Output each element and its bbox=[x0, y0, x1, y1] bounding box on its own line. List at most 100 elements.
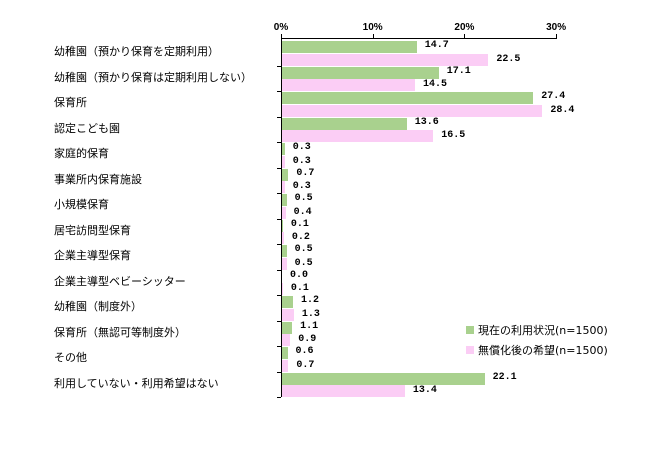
data-label: 0.5 bbox=[294, 244, 313, 255]
y-tick-mark bbox=[277, 66, 281, 67]
data-label: 16.5 bbox=[441, 130, 466, 141]
category-label: 事業所内保育施設 bbox=[54, 172, 142, 186]
bar-current bbox=[282, 347, 288, 359]
data-label: 0.1 bbox=[290, 218, 309, 230]
bar-hope bbox=[282, 334, 291, 346]
bar-hope bbox=[282, 155, 285, 168]
bar-current bbox=[282, 92, 534, 104]
bar-hope bbox=[282, 232, 284, 244]
bar-current bbox=[282, 143, 285, 155]
data-label: 0.7 bbox=[296, 359, 315, 371]
bar-hope bbox=[282, 53, 489, 66]
y-tick-mark bbox=[277, 270, 281, 271]
category-label: 家庭的保育 bbox=[54, 147, 109, 160]
bar-hope bbox=[282, 206, 286, 219]
legend-label-current: 現在の利用状況(n=1500) bbox=[478, 324, 608, 337]
bar-hope bbox=[282, 104, 543, 117]
bar-current bbox=[282, 219, 283, 232]
y-tick-mark bbox=[277, 295, 281, 296]
data-label: 0.6 bbox=[295, 346, 314, 357]
data-label: 22.5 bbox=[496, 53, 521, 65]
bar-current bbox=[282, 168, 289, 181]
data-label: 22.1 bbox=[492, 371, 517, 383]
data-label: 27.4 bbox=[541, 91, 566, 102]
data-label: 0.5 bbox=[294, 257, 313, 269]
legend-label-hope: 無償化後の希望(n=1500) bbox=[478, 344, 608, 357]
category-label: 企業主導型保育 bbox=[54, 249, 131, 262]
category-label: 居宅訪問型保育 bbox=[54, 223, 131, 237]
bar-hope bbox=[282, 283, 283, 295]
bar-current bbox=[282, 372, 485, 385]
bar-hope bbox=[282, 385, 405, 397]
bar-current bbox=[282, 66, 439, 79]
x-tick-label: 30% bbox=[546, 22, 567, 33]
data-label: 13.4 bbox=[412, 385, 437, 396]
x-axis-line bbox=[281, 38, 557, 39]
data-label: 0.2 bbox=[291, 232, 310, 243]
x-tick-mark bbox=[373, 34, 374, 38]
data-label: 1.1 bbox=[300, 320, 319, 332]
bar-current bbox=[282, 296, 293, 308]
data-label: 1.3 bbox=[301, 308, 320, 320]
y-axis-line bbox=[281, 38, 282, 397]
y-tick-mark bbox=[277, 142, 281, 143]
data-label: 0.3 bbox=[292, 155, 311, 167]
y-tick-mark bbox=[277, 91, 281, 92]
legend: 現在の利用状況(n=1500) 無償化後の希望(n=1500) bbox=[466, 320, 608, 360]
bar-current bbox=[282, 194, 287, 206]
category-label: その他 bbox=[54, 351, 87, 364]
legend-swatch-current bbox=[466, 326, 474, 334]
category-label: 小規模保育 bbox=[54, 198, 109, 211]
data-label: 14.7 bbox=[424, 40, 449, 51]
y-tick-mark bbox=[277, 244, 281, 245]
category-label: 幼稚園（預かり保育を定期利用） bbox=[54, 45, 219, 58]
x-tick-label: 10% bbox=[362, 22, 383, 33]
bar-current bbox=[282, 321, 293, 334]
y-tick-mark bbox=[277, 117, 281, 118]
bar-hope bbox=[282, 181, 285, 193]
data-label: 0.7 bbox=[296, 167, 315, 179]
data-label: 13.6 bbox=[414, 116, 439, 128]
data-label: 0.0 bbox=[290, 269, 309, 281]
category-label: 保育所 bbox=[54, 96, 87, 109]
y-tick-mark bbox=[277, 321, 281, 322]
bar-current bbox=[282, 117, 407, 130]
data-label: 0.9 bbox=[298, 334, 317, 345]
bar-hope bbox=[282, 130, 434, 142]
y-tick-mark bbox=[277, 397, 281, 398]
bar-hope bbox=[282, 359, 289, 372]
category-label: 利用していない・利用希望はない bbox=[54, 376, 219, 390]
data-label: 0.1 bbox=[290, 283, 309, 294]
category-label: 企業主導型ベビーシッター bbox=[54, 274, 186, 288]
bar-current bbox=[282, 41, 417, 53]
legend-item-current: 現在の利用状況(n=1500) bbox=[466, 320, 608, 340]
y-tick-mark bbox=[277, 346, 281, 347]
data-label: 0.5 bbox=[294, 193, 313, 204]
x-tick-mark bbox=[281, 34, 282, 38]
data-label: 14.5 bbox=[422, 79, 447, 90]
legend-swatch-hope bbox=[466, 346, 474, 354]
data-label: 0.3 bbox=[292, 142, 311, 153]
data-label: 17.1 bbox=[446, 65, 471, 77]
x-tick-mark bbox=[556, 34, 557, 38]
y-tick-mark bbox=[277, 193, 281, 194]
data-label: 0.3 bbox=[292, 181, 311, 192]
bar-hope bbox=[282, 79, 415, 91]
x-tick-mark bbox=[464, 34, 465, 38]
bar-hope bbox=[282, 257, 287, 270]
data-label: 1.2 bbox=[301, 295, 320, 306]
category-label: 幼稚園（預かり保育は定期利用しない） bbox=[54, 70, 252, 84]
legend-item-hope: 無償化後の希望(n=1500) bbox=[466, 340, 608, 360]
x-tick-label: 20% bbox=[454, 22, 475, 33]
category-label: 認定こども園 bbox=[54, 121, 120, 135]
y-tick-mark bbox=[277, 372, 281, 373]
data-label: 28.4 bbox=[550, 104, 575, 116]
bar-hope bbox=[282, 308, 294, 321]
category-label: 幼稚園（制度外） bbox=[54, 300, 142, 313]
y-tick-mark bbox=[277, 168, 281, 169]
y-tick-mark bbox=[277, 219, 281, 220]
bar-current bbox=[282, 245, 287, 257]
x-tick-label: 0% bbox=[273, 22, 289, 33]
category-label: 保育所（無認可等制度外） bbox=[54, 325, 186, 339]
